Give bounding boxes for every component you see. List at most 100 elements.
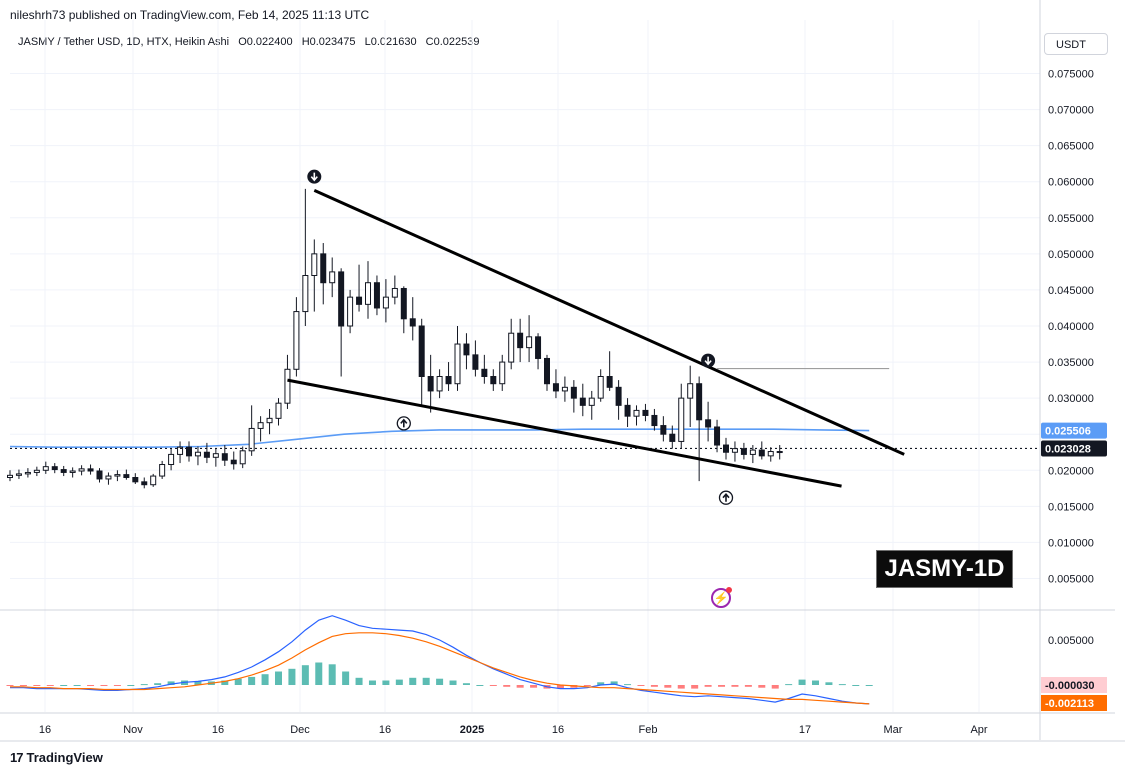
candle xyxy=(749,445,756,464)
candle xyxy=(212,448,219,467)
candle xyxy=(660,416,667,442)
symbol-title: JASMY / Tether USD, 1D, HTX, Heikin Ashi xyxy=(18,36,230,48)
candle-body-up xyxy=(499,361,506,385)
candle-body-up xyxy=(302,275,309,313)
histogram-bar xyxy=(248,676,256,685)
current-price-label-text: 0.023028 xyxy=(1045,443,1091,455)
candle-body-down xyxy=(490,376,497,385)
candle xyxy=(15,469,22,479)
histogram-bar xyxy=(221,680,229,685)
candle xyxy=(141,477,148,489)
wedge-trendline xyxy=(287,378,842,488)
candle-body-down xyxy=(96,470,103,480)
time-tick-label: Apr xyxy=(970,724,987,736)
candle xyxy=(570,380,577,413)
candle-body-down xyxy=(776,451,783,454)
histogram-bar xyxy=(60,685,68,686)
time-tick-label: 16 xyxy=(379,724,391,736)
marker-arrow xyxy=(400,418,408,428)
candle xyxy=(132,473,139,484)
histogram-bar xyxy=(771,685,779,689)
histogram-bar xyxy=(449,680,457,685)
candle xyxy=(535,333,542,370)
histogram-bar xyxy=(19,685,27,686)
arrow-down-circle-icon xyxy=(307,169,322,184)
histogram-bar xyxy=(691,685,699,689)
histogram-bar xyxy=(785,684,793,686)
candle xyxy=(311,239,318,312)
candle-body-down xyxy=(579,397,586,406)
candle xyxy=(373,275,380,316)
candle xyxy=(561,376,568,402)
candle xyxy=(705,401,712,442)
histogram-bar xyxy=(758,685,766,688)
signal-value-label-bg xyxy=(1041,695,1107,711)
price-tick-label: 0.050000 xyxy=(1048,249,1094,261)
candle xyxy=(400,286,407,334)
histogram-bar xyxy=(825,682,833,685)
currency-button[interactable]: USDT xyxy=(1044,33,1108,55)
notification-dot xyxy=(726,587,732,593)
histogram-bar xyxy=(583,685,591,686)
candle-body-down xyxy=(552,383,559,392)
histogram-bar xyxy=(100,685,108,686)
candle-body-down xyxy=(186,446,192,457)
candle xyxy=(42,461,49,474)
ohlc-open: O0.022400 xyxy=(238,36,293,48)
histogram-bar xyxy=(46,685,54,686)
candle xyxy=(767,447,774,462)
candle-body-up xyxy=(391,287,398,298)
wedge-trendline xyxy=(313,189,905,456)
price-tick-label: 0.070000 xyxy=(1048,105,1094,117)
time-tick-label: Feb xyxy=(639,724,658,736)
candle xyxy=(69,467,76,478)
candle-body-down xyxy=(373,282,380,309)
lightning-icon[interactable]: ⚡ xyxy=(711,587,732,608)
candle xyxy=(499,354,506,391)
candle xyxy=(472,340,479,377)
time-tick-label: Mar xyxy=(884,724,903,736)
candle-body-up xyxy=(382,296,389,309)
price-tick-label: 0.060000 xyxy=(1048,177,1094,189)
macd-line xyxy=(10,615,870,705)
candle-body-down xyxy=(651,414,658,427)
histogram-bar xyxy=(637,685,645,686)
histogram-bar xyxy=(113,685,121,686)
candle-body-up xyxy=(365,282,371,305)
candle-body-down xyxy=(606,376,613,388)
histogram-bar xyxy=(610,681,618,685)
symbol-watermark: JASMY-1D xyxy=(876,550,1013,588)
candle xyxy=(669,425,676,449)
arrow-down-circle-icon xyxy=(701,353,716,368)
candle-body-up xyxy=(212,453,219,458)
candle xyxy=(159,460,166,479)
candle xyxy=(731,441,738,462)
tradingview-logo[interactable]: 17 TradingView xyxy=(10,750,103,765)
histogram-bar xyxy=(718,685,726,687)
price-tick-label: 0.055000 xyxy=(1048,213,1094,225)
candle-body-down xyxy=(481,368,488,377)
candle xyxy=(221,445,228,466)
candle-body-up xyxy=(588,397,595,406)
histogram-bar xyxy=(409,677,417,685)
time-tick-label: 16 xyxy=(552,724,564,736)
candle xyxy=(463,333,470,370)
candle xyxy=(687,365,694,427)
histogram-bar xyxy=(368,680,376,685)
candle-body-down xyxy=(570,386,577,399)
candle xyxy=(33,466,40,477)
histogram-bar xyxy=(704,685,712,687)
current-price-label: 0.023028 xyxy=(1041,440,1107,457)
histogram-bar xyxy=(812,680,819,685)
histogram-bar xyxy=(744,685,752,687)
candle-body-up xyxy=(7,474,13,479)
candle-body-up xyxy=(633,409,640,417)
histogram-bar xyxy=(395,679,403,685)
candle-body-down xyxy=(418,325,425,377)
candle-body-down xyxy=(203,451,210,458)
candle xyxy=(606,351,613,391)
histogram-bar xyxy=(234,678,242,685)
macd-histogram xyxy=(6,662,873,689)
histogram-bar xyxy=(33,685,41,686)
